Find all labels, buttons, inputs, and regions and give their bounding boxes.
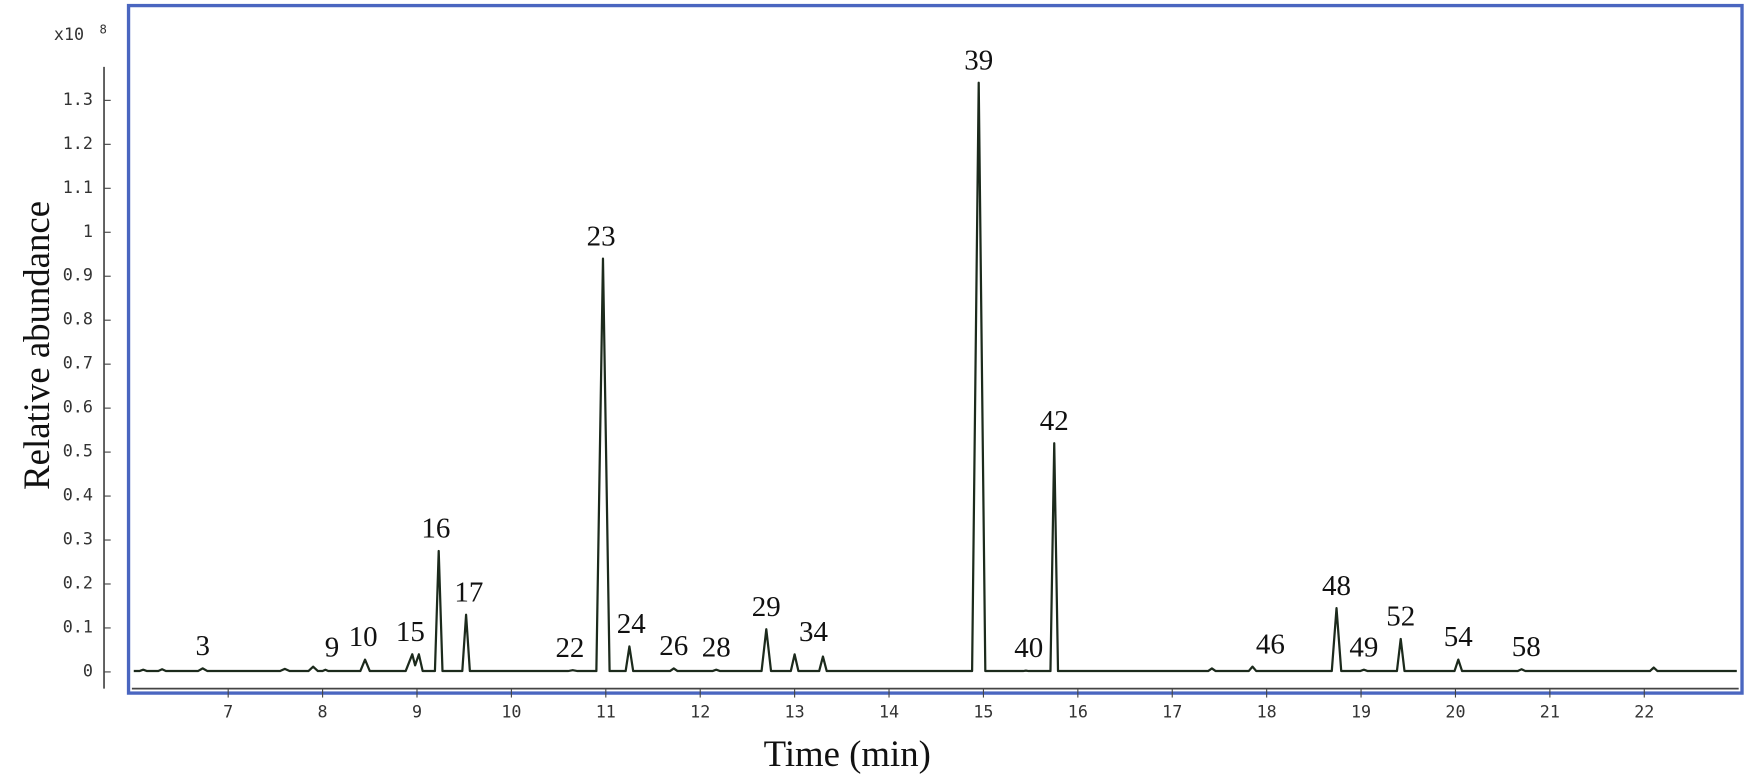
x-tick-label: 15 (973, 702, 993, 722)
x-tick-label: 11 (596, 702, 616, 722)
peak-label: 58 (1512, 631, 1541, 663)
peak-label: 49 (1349, 631, 1378, 663)
peak-label: 9 (325, 631, 339, 663)
peak-label: 24 (617, 608, 646, 640)
peak-label: 23 (587, 220, 616, 252)
peak-label: 17 (454, 576, 483, 608)
y-tick-label: 0.7 (63, 353, 93, 373)
x-tick-label: 8 (318, 702, 328, 722)
peak-label: 26 (659, 630, 688, 662)
x-tick-label: 22 (1634, 702, 1654, 722)
peak-label: 46 (1256, 628, 1285, 660)
peak-label: 34 (799, 616, 828, 648)
y-tick-label: 0.6 (63, 397, 93, 417)
x-tick-label: 12 (690, 702, 710, 722)
y-tick-label: 0.2 (63, 572, 93, 592)
y-tick-label: 1.1 (63, 177, 93, 197)
peak-label: 52 (1386, 601, 1415, 633)
y-tick-label: 0.3 (63, 529, 93, 549)
peak-label: 48 (1322, 570, 1351, 602)
x-tick-label: 9 (412, 702, 422, 722)
peak-label: 29 (752, 591, 781, 623)
x-tick-label: 14 (879, 702, 899, 722)
y-tick-label: 1.2 (63, 133, 93, 153)
x-tick-label: 10 (501, 702, 521, 722)
y-tick-label: 0.9 (63, 265, 93, 285)
x-tick-label: 16 (1068, 702, 1088, 722)
peak-label: 3 (195, 630, 209, 662)
y-tick-label: 0.5 (63, 441, 93, 461)
y-multiplier: x10 (54, 24, 84, 44)
y-tick-label: 0.8 (63, 309, 93, 329)
x-tick-label: 13 (785, 702, 805, 722)
y-tick-label: 1.3 (63, 89, 93, 109)
y-tick-label: 0.1 (63, 616, 93, 636)
peak-label: 22 (555, 632, 584, 664)
peak-label: 42 (1040, 405, 1069, 437)
peak-label: 10 (349, 621, 378, 653)
y-axis-label: Relative abundance (16, 201, 57, 490)
peak-label: 15 (396, 616, 425, 648)
y-multiplier-exponent: 8 (100, 23, 107, 37)
peak-label: 28 (702, 631, 731, 663)
y-tick-label: 0 (83, 660, 93, 680)
x-tick-label: 17 (1162, 702, 1182, 722)
x-tick-label: 20 (1445, 702, 1465, 722)
peak-label: 40 (1014, 632, 1043, 664)
peak-label: 16 (421, 513, 450, 545)
x-tick-label: 19 (1351, 702, 1371, 722)
x-tick-label: 21 (1540, 702, 1560, 722)
x-tick-label: 18 (1257, 702, 1277, 722)
chromatogram-trace (133, 81, 1737, 673)
y-tick-label: 1 (83, 221, 93, 241)
x-axis-label: Time (min) (764, 733, 931, 774)
peak-label: 39 (964, 44, 993, 76)
plot-frame (126, 3, 1744, 695)
peak-label: 54 (1444, 621, 1473, 653)
y-tick-label: 0.4 (63, 485, 93, 505)
x-tick-label: 7 (223, 702, 233, 722)
